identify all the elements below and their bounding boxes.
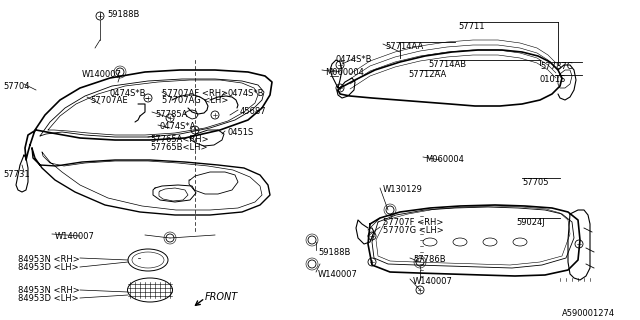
Text: FRONT: FRONT [205, 292, 238, 302]
Text: W140007: W140007 [413, 277, 453, 286]
Text: 57787C: 57787C [540, 62, 573, 71]
Text: 0474S*A: 0474S*A [160, 122, 196, 131]
Text: 0474S*B: 0474S*B [228, 89, 264, 98]
Text: 57707AF <RH>: 57707AF <RH> [162, 89, 228, 98]
Text: 57786B: 57786B [413, 255, 445, 264]
Text: 57705: 57705 [522, 178, 548, 187]
Text: 0474S*B: 0474S*B [110, 89, 147, 98]
Text: 57785A: 57785A [155, 110, 188, 119]
Text: 84953N <RH>: 84953N <RH> [18, 286, 80, 295]
Text: A590001274: A590001274 [562, 309, 615, 318]
Text: 57707AG <LH>: 57707AG <LH> [162, 96, 228, 105]
Text: 57714AA: 57714AA [385, 42, 423, 51]
Text: 57765B<LH>: 57765B<LH> [150, 143, 207, 152]
Text: 45687: 45687 [240, 107, 267, 116]
Text: 59188B: 59188B [318, 248, 350, 257]
Text: 57712AA: 57712AA [408, 70, 446, 79]
Text: 57711: 57711 [458, 22, 484, 31]
Text: 57704: 57704 [3, 82, 29, 91]
Text: 0451S: 0451S [228, 128, 254, 137]
Text: 57714AB: 57714AB [428, 60, 466, 69]
Text: M060004: M060004 [325, 68, 364, 77]
Text: 57707G <LH>: 57707G <LH> [383, 226, 444, 235]
Text: 59024J: 59024J [516, 218, 545, 227]
Text: 57707F <RH>: 57707F <RH> [383, 218, 444, 227]
Text: 84953D <LH>: 84953D <LH> [18, 263, 79, 272]
Text: 0101S: 0101S [540, 75, 566, 84]
Text: 0474S*B: 0474S*B [335, 55, 371, 64]
Text: 59188B: 59188B [107, 10, 140, 19]
Text: W130129: W130129 [383, 185, 423, 194]
Text: 57707AE: 57707AE [90, 96, 127, 105]
Text: 84953D <LH>: 84953D <LH> [18, 294, 79, 303]
Text: W140007: W140007 [55, 232, 95, 241]
Text: 84953N <RH>: 84953N <RH> [18, 255, 80, 264]
Text: W140007: W140007 [82, 70, 122, 79]
Text: 57765A<RH>: 57765A<RH> [150, 135, 209, 144]
Text: W140007: W140007 [318, 270, 358, 279]
Text: 57731: 57731 [3, 170, 29, 179]
Text: M060004: M060004 [425, 155, 464, 164]
